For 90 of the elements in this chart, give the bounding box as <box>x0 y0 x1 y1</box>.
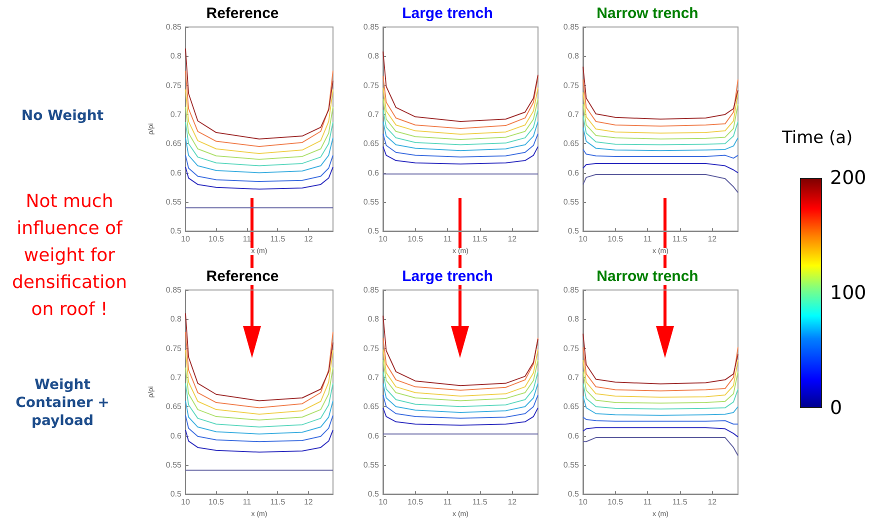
y-tick-label: 0.85 <box>563 22 580 32</box>
y-tick-label: 0.7 <box>368 110 380 119</box>
x-tick-label: 11.5 <box>270 498 286 507</box>
y-tick-label: 0.75 <box>563 344 580 353</box>
chart-title: Large trench <box>402 268 493 285</box>
x-tick-label: 10 <box>578 234 588 244</box>
y-tick-label: 0.55 <box>166 460 182 470</box>
x-tick-label: 11 <box>643 234 652 244</box>
x-tick-label: 12 <box>508 498 518 507</box>
y-tick-label: 0.7 <box>170 372 182 382</box>
y-tick-label: 0.65 <box>166 402 182 412</box>
color-bar-title: Time (a) <box>782 128 853 148</box>
y-tick-label: 0.8 <box>568 52 580 61</box>
x-tick-label: 10.5 <box>608 234 624 244</box>
x-tick-label: 10 <box>181 234 190 244</box>
color-bar-label: 0 <box>830 397 842 419</box>
y-tick-label: 0.85 <box>563 286 580 294</box>
y-tick-label: 0.75 <box>363 344 380 353</box>
text: No Weight <box>20 108 105 124</box>
y-tick-label: 0.8 <box>170 314 182 324</box>
x-tick-label: 11 <box>443 234 452 244</box>
x-tick-label: 11.5 <box>672 234 688 244</box>
y-tick-label: 0.5 <box>568 490 580 499</box>
y-tick-label: 0.7 <box>170 110 182 119</box>
y-tick-label: 0.55 <box>166 197 182 206</box>
text: Weight Container + payload <box>14 376 110 430</box>
text: Not much influence of weight for densification on roof ! <box>10 190 128 322</box>
x-tick-label: 11.5 <box>270 234 286 244</box>
y-tick-label: 0.7 <box>568 372 580 382</box>
x-tick-label: 10 <box>378 498 388 507</box>
y-tick-label: 0.6 <box>568 168 580 178</box>
color-bar-label: 200 <box>830 167 866 189</box>
x-tick-label: 11 <box>242 498 252 507</box>
y-tick-label: 0.75 <box>363 80 380 90</box>
y-tick-label: 0.6 <box>568 431 580 440</box>
y-tick-label: 0.85 <box>166 22 182 32</box>
chart-title: Reference <box>206 268 279 285</box>
y-tick-label: 0.75 <box>563 80 580 90</box>
y-tick-label: 0.6 <box>368 431 380 440</box>
y-tick-label: 0.55 <box>563 460 580 470</box>
y-tick-label: 0.55 <box>363 197 380 206</box>
y-tick-label: 0.75 <box>166 344 182 353</box>
y-tick-label: 0.6 <box>170 168 182 178</box>
x-tick-label: 12 <box>304 498 314 507</box>
x-tick-label: 11.5 <box>472 234 488 244</box>
chart-title: Narrow trench <box>596 5 698 22</box>
y-tick-label: 0.6 <box>170 431 182 440</box>
y-tick-label: 0.65 <box>166 139 182 148</box>
x-tick-label: 12 <box>304 234 314 244</box>
x-tick-label: 10 <box>378 234 388 244</box>
y-tick-label: 0.65 <box>563 402 580 412</box>
y-tick-label: 0.5 <box>170 490 182 499</box>
x-tick-label: 11 <box>643 498 652 507</box>
x-tick-label: 12 <box>508 234 518 244</box>
y-tick-label: 0.85 <box>363 22 380 32</box>
y-tick-label: 0.7 <box>568 110 580 119</box>
y-tick-label: 0.85 <box>166 286 182 294</box>
chart-title: Large trench <box>402 5 493 22</box>
chart-title: Reference <box>206 5 279 22</box>
y-tick-label: 0.75 <box>166 80 182 90</box>
y-tick-label: 0.55 <box>363 460 380 470</box>
x-tick-label: 10 <box>578 498 588 507</box>
y-tick-label: 0.65 <box>363 402 380 412</box>
x-tick-label: 10.5 <box>208 234 225 244</box>
y-tick-label: 0.8 <box>368 314 380 324</box>
y-tick-label: 0.5 <box>368 226 380 236</box>
y-tick-label: 0.7 <box>368 372 380 382</box>
x-tick-label: 10.5 <box>608 498 624 507</box>
y-tick-label: 0.5 <box>368 490 380 499</box>
x-tick-label: 11 <box>443 498 452 507</box>
y-tick-label: 0.55 <box>563 197 580 206</box>
x-tick-label: 10.5 <box>208 498 225 507</box>
y-tick-label: 0.6 <box>368 168 380 178</box>
y-tick-label: 0.8 <box>170 52 182 61</box>
x-tick-label: 12 <box>708 234 718 244</box>
y-tick-label: 0.5 <box>568 226 580 236</box>
y-tick-label: 0.65 <box>363 139 380 148</box>
x-tick-label: 10 <box>181 498 190 507</box>
x-tick-label: 12 <box>708 498 718 507</box>
x-tick-label: 10.5 <box>408 234 424 244</box>
y-tick-label: 0.8 <box>568 314 580 324</box>
chart-title: Narrow trench <box>596 268 698 285</box>
y-tick-label: 0.65 <box>563 139 580 148</box>
x-tick-label: 10.5 <box>408 498 424 507</box>
x-tick-label: 11.5 <box>472 498 488 507</box>
color-bar-label: 100 <box>830 282 866 304</box>
x-tick-label: 11.5 <box>672 498 688 507</box>
y-tick-label: 0.85 <box>363 286 380 294</box>
y-tick-label: 0.8 <box>368 52 380 61</box>
y-tick-label: 0.5 <box>170 226 182 236</box>
